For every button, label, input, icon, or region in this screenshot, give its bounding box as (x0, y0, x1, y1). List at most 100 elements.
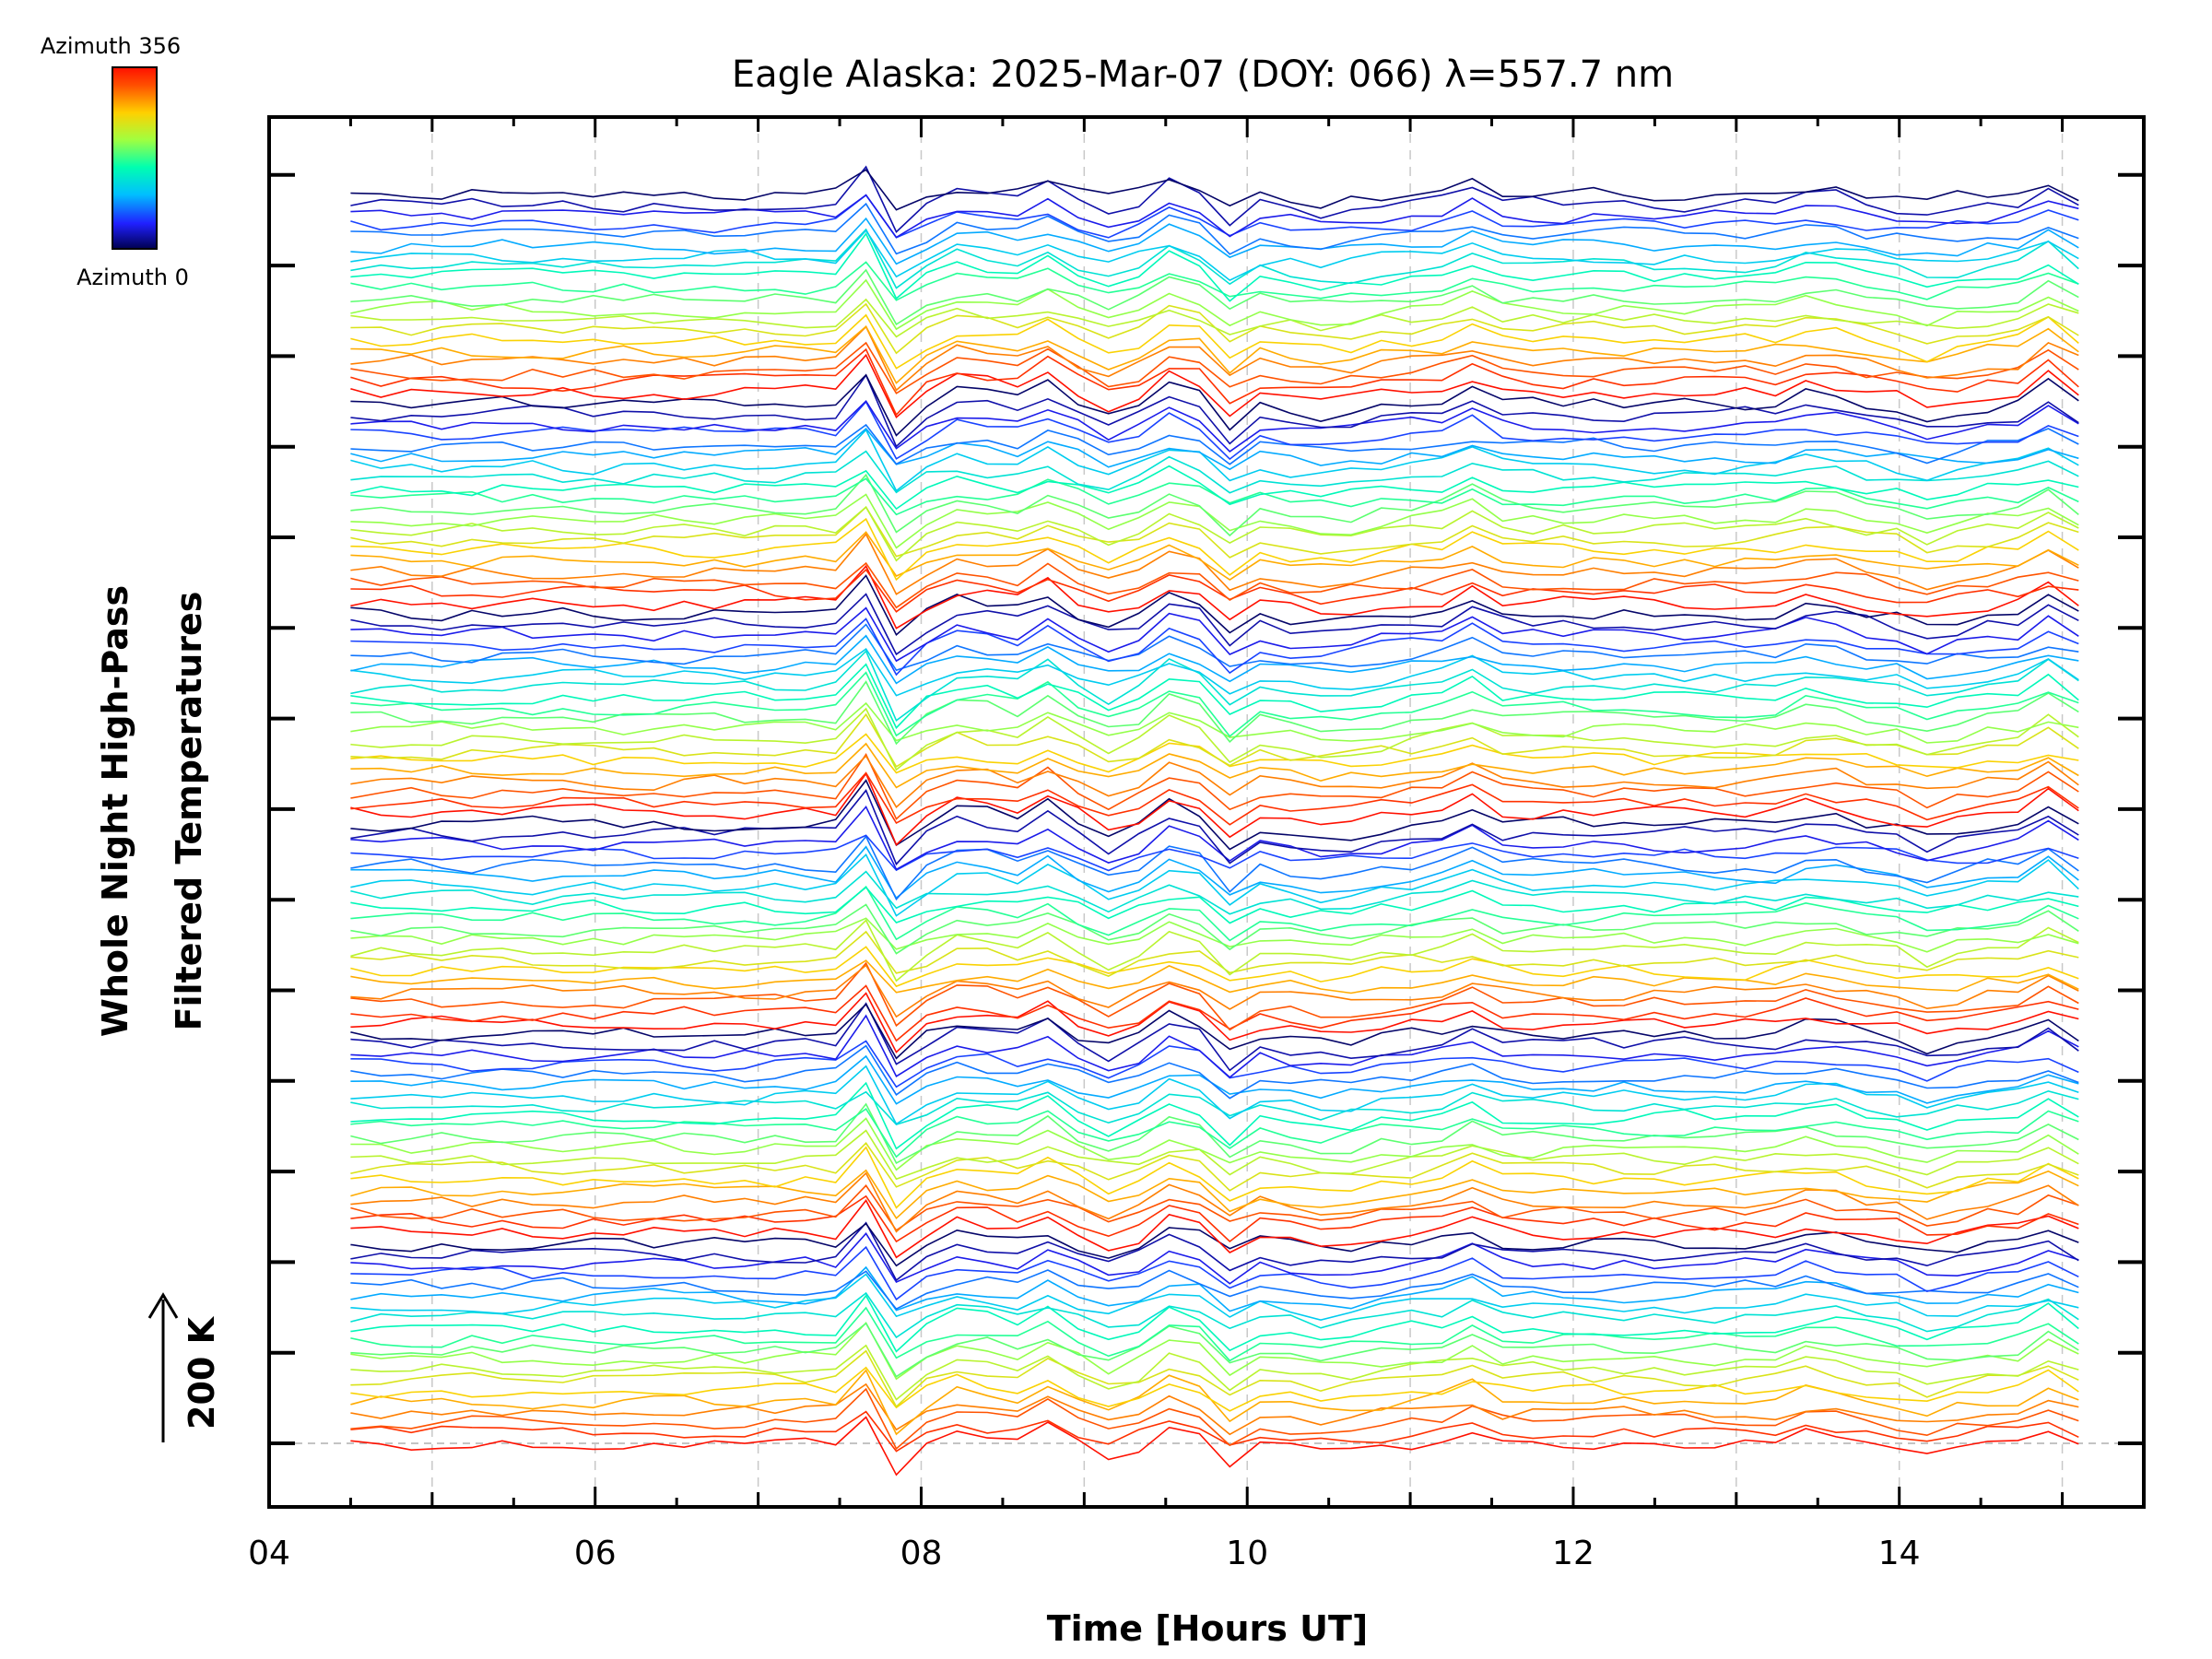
chart-title: Eagle Alaska: 2025-Mar-07 (DOY: 066) λ=5… (732, 53, 1674, 96)
trace-line (350, 1369, 2079, 1436)
trace-line (350, 517, 2079, 582)
trace-line (350, 930, 2079, 977)
trace-line (350, 1294, 2079, 1353)
trace-line (350, 1065, 2079, 1125)
trace-line (350, 1171, 2079, 1233)
trace-line (350, 870, 2079, 915)
trace-line (350, 313, 2079, 370)
x-tick-label: 04 (248, 1535, 290, 1572)
trace-line (350, 229, 2079, 282)
trace-line (350, 903, 2079, 955)
trace-line (350, 1416, 2079, 1477)
trace-line (350, 1273, 2079, 1322)
x-tick-label: 08 (900, 1535, 943, 1572)
trace-line (350, 1231, 2079, 1285)
trace-line (350, 959, 2079, 994)
trace-line (350, 606, 2079, 663)
trace-line (350, 561, 2079, 609)
trace-line (350, 1221, 2079, 1282)
trace-line (350, 1382, 2079, 1436)
trace-line (350, 324, 2079, 384)
trace-line (350, 680, 2079, 746)
trace-line (350, 984, 2079, 1042)
trace-line (350, 961, 2079, 1031)
trace-line (350, 1291, 2079, 1339)
trace-line (350, 754, 2079, 808)
trace-line (350, 450, 2079, 494)
trace-line (350, 506, 2079, 559)
trace-line (350, 707, 2079, 771)
trace-line (350, 1306, 2079, 1362)
trace-line (350, 341, 2079, 394)
trace-line (350, 647, 2079, 697)
trace-line (350, 1044, 2079, 1100)
trace-line (350, 1117, 2079, 1171)
trace-line (350, 217, 2079, 265)
trace-line (350, 1344, 2079, 1401)
trace-line (350, 671, 2079, 738)
trace-line (350, 1222, 2079, 1267)
trace-line (350, 465, 2079, 511)
trace-line (350, 268, 2079, 326)
trace-line (350, 1199, 2079, 1259)
trace-line (350, 771, 2079, 846)
trace-line (350, 834, 2079, 872)
trace-line (350, 1410, 2079, 1453)
trace-line (350, 853, 2079, 917)
x-tick-label: 12 (1552, 1535, 1594, 1572)
trace-line (350, 1107, 2079, 1159)
trace-line (350, 1014, 2079, 1078)
trace-line (350, 373, 2079, 448)
trace-line (350, 1184, 2079, 1232)
trace-line (350, 1265, 2079, 1312)
trace-line (350, 353, 2079, 418)
trace-line (350, 194, 2079, 239)
trace-line (350, 845, 2079, 900)
trace-line (350, 169, 2079, 211)
trace-line (350, 1129, 2079, 1181)
trace-line (350, 302, 2079, 355)
trace-line (350, 992, 2079, 1053)
trace-line (350, 568, 2079, 613)
trace-line (350, 1321, 2079, 1381)
trace-line (350, 712, 2079, 768)
trace-line (350, 400, 2079, 453)
trace-line (350, 701, 2079, 744)
trace-line (350, 1002, 2079, 1072)
trace-line (350, 805, 2079, 871)
trace-line (350, 885, 2079, 942)
colorbar (112, 66, 158, 250)
trace-line (350, 325, 2079, 392)
trace-line (350, 1142, 2079, 1192)
trace-line (350, 663, 2079, 730)
scale-label: 200 K (182, 1315, 222, 1430)
x-tick-label: 06 (574, 1535, 617, 1572)
trace-line (350, 1349, 2079, 1408)
trace-line (350, 228, 2079, 289)
x-tick-label: 10 (1226, 1535, 1268, 1572)
trace-line (350, 835, 2079, 901)
trace-line (350, 400, 2079, 461)
trace-line (350, 473, 2079, 537)
trace-line (350, 1003, 2079, 1060)
trace-line (350, 964, 2079, 1018)
plot-frame (267, 115, 2146, 1509)
trace-line (350, 779, 2079, 851)
trace-line (350, 1387, 2079, 1451)
trace-line (350, 278, 2079, 331)
trace-line (350, 919, 2079, 982)
trace-line (350, 634, 2079, 685)
trace-line (350, 194, 2079, 239)
trace-line (350, 771, 2079, 826)
trace-line (350, 886, 2079, 924)
scale-arrow (147, 1292, 179, 1442)
trace-line (350, 1269, 2079, 1311)
trace-line (350, 347, 2079, 417)
colorbar-bottom-label: Azimuth 0 (76, 265, 189, 290)
trace-line (350, 373, 2079, 437)
trace-line (350, 1146, 2079, 1209)
y-axis-label-line2: Filtered Temperatures (169, 592, 209, 1031)
trace-line (350, 917, 2079, 953)
trace-line (350, 1081, 2079, 1150)
